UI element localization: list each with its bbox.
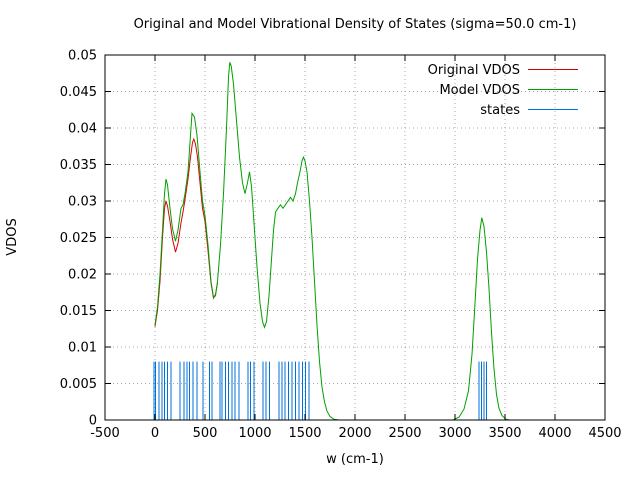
- legend-label-states: states: [480, 103, 520, 118]
- x-tick-label: 3000: [438, 426, 471, 441]
- x-tick-label: 1500: [288, 426, 321, 441]
- x-tick-label: 0: [151, 426, 159, 441]
- legend-label-model-vdos: Model VDOS: [439, 83, 520, 98]
- plot-area: -500 0 500 1000 1500 2000 2500 3000 3500 4000 4500…: [60, 49, 622, 442]
- y-tick-label: 0.025: [60, 231, 97, 246]
- axes-and-ticks: [104, 54, 606, 421]
- y-tick-label: 0.05: [68, 49, 97, 64]
- x-tick-label: 500: [193, 426, 218, 441]
- y-tick-label: 0.03: [68, 195, 97, 210]
- y-tick-labels: 0 0.005 0.01 0.015 0.02 0.025 0.03 0.035 0.04 0.0…: [60, 49, 97, 429]
- y-tick-label: 0.01: [68, 341, 97, 356]
- y-tick-label: 0.02: [68, 268, 97, 283]
- y-tick-label: 0: [89, 414, 97, 429]
- states-impulses: [153, 361, 487, 420]
- x-tick-labels: -500 0 500 1000 1500 2000 2500 3000 3500 4000 4500: [90, 426, 621, 441]
- x-tick-label: -500: [90, 426, 120, 441]
- legend-label-original-vdos: Original VDOS: [428, 63, 520, 78]
- original-vdos-line: [154, 137, 218, 327]
- legend: Original VDOS Model VDOS states: [428, 63, 578, 118]
- y-tick-label: 0.045: [60, 85, 97, 100]
- y-axis-label: VDOS: [5, 218, 20, 255]
- grid-lines: [104, 54, 606, 421]
- x-tick-label: 2500: [388, 426, 421, 441]
- x-tick-label: 2000: [338, 426, 371, 441]
- model-vdos-line: [154, 62, 511, 421]
- y-tick-label: 0.035: [60, 158, 97, 173]
- series-lines: [154, 62, 511, 421]
- y-tick-label: 0.015: [60, 304, 97, 319]
- y-tick-label: 0.04: [68, 122, 97, 137]
- x-tick-label: 3500: [488, 426, 521, 441]
- x-axis-label: w (cm-1): [326, 452, 384, 467]
- x-tick-label: 4500: [588, 426, 621, 441]
- x-tick-label: 1000: [238, 426, 271, 441]
- y-tick-label: 0.005: [60, 377, 97, 392]
- x-tick-label: 4000: [538, 426, 571, 441]
- chart-title: Original and Model Vibrational Density o…: [134, 17, 577, 32]
